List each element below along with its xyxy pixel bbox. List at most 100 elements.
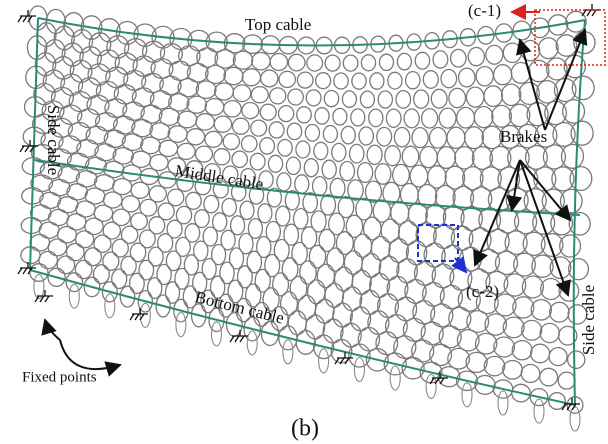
ring [75,260,92,278]
ring [94,265,110,284]
ring [251,120,267,136]
ring [215,83,234,100]
ring [196,81,216,98]
ring [397,53,411,69]
ring [130,273,145,293]
ring [559,281,579,301]
ring [325,55,340,71]
ring [558,372,575,389]
ring [76,231,94,248]
ring [251,87,268,103]
ring [112,269,127,288]
ring [268,155,282,172]
ring [288,89,303,105]
ring [352,73,366,89]
anchor-symbol [35,290,53,302]
ring [447,127,465,148]
ring [404,109,419,128]
ring [529,60,549,81]
hanging-ring [34,275,44,299]
fixed-point [20,140,38,152]
c2-label: (c-2) [466,282,499,301]
ring [315,108,329,124]
ring [342,91,356,107]
ring [247,251,261,273]
ring [433,51,448,68]
ring [380,54,394,70]
ring [420,147,437,168]
ring [492,105,512,127]
ring [439,108,456,128]
ring [457,107,475,128]
ring [139,260,154,280]
ring [304,159,318,177]
ring [306,90,321,106]
arrow [45,320,60,340]
hanging-ring [212,322,222,346]
ring [323,126,337,143]
ring [296,141,310,158]
ring [486,45,503,64]
ring [205,131,222,147]
ring [39,222,59,238]
ring [467,87,484,107]
ring [482,126,502,148]
bottom-cable-label: Bottom cable [193,287,286,327]
hanging-ring [462,383,472,407]
ring [494,65,512,85]
ring [476,67,493,86]
ring [150,155,168,171]
ring [324,91,338,107]
ring [302,227,317,249]
ring [459,68,475,87]
ring [220,262,234,284]
arrow [520,40,545,130]
ring [252,53,270,70]
ring [351,109,365,126]
ring [531,300,551,320]
ring [121,256,136,275]
ring [569,259,589,280]
ring [270,88,286,104]
ring [333,108,347,125]
ring [540,323,559,342]
ring [295,175,309,194]
side-cable-left-label: Side cable [44,105,63,175]
ring [484,356,504,375]
ring [512,341,532,360]
ring [539,38,559,59]
ring [441,70,457,88]
hanging-ring [176,313,186,337]
panel-label: (b) [291,416,319,442]
ring [332,143,346,161]
ring [393,164,410,185]
ring [279,71,295,87]
ring [148,247,163,266]
ring [358,163,373,183]
hanging-ring [390,366,400,390]
ring [260,104,276,120]
ring [423,71,438,89]
ring [550,302,569,322]
ring [242,103,259,119]
ring [394,128,409,147]
ring [431,89,447,108]
ring [522,320,542,340]
ring [224,101,242,117]
ring [396,91,411,109]
ring [224,67,243,84]
ring [168,126,187,142]
ring [130,243,145,261]
ring [503,361,523,380]
ring [307,55,323,71]
hanging-ring [498,391,508,415]
ring [385,146,401,166]
ring [178,111,197,128]
ring [241,136,257,152]
ring [287,123,301,139]
hanging-ring [283,340,293,364]
ring [279,106,294,122]
anchor-symbol [130,308,148,320]
ring [388,72,402,89]
ring [233,51,252,69]
